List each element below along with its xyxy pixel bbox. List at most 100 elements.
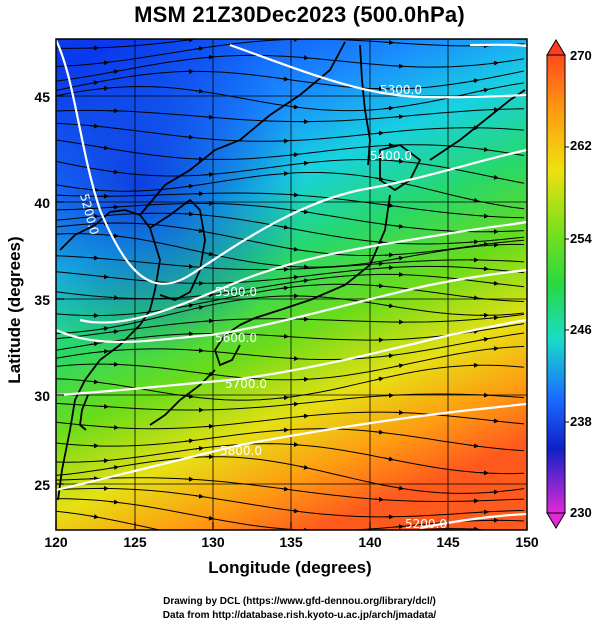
streamline-arrow: [299, 55, 309, 61]
streamline-arrow: [394, 158, 404, 164]
y-tick-label: 45: [34, 89, 50, 105]
streamline-arrow: [89, 341, 99, 347]
streamline-arrow: [489, 60, 499, 66]
streamline-arrow: [394, 524, 404, 530]
streamline: [56, 428, 525, 452]
streamline-arrow: [469, 295, 479, 301]
streamline: [56, 139, 525, 160]
streamline-arrow: [384, 353, 394, 359]
colorbar: [546, 39, 569, 529]
colorbar-top-arrow: [546, 39, 566, 56]
streamline-arrow: [194, 348, 204, 353]
x-axis-label: Longitude (degrees): [208, 558, 372, 577]
coastlines: [57, 41, 526, 501]
streamline: [56, 172, 525, 210]
streamline-arrow: [194, 305, 204, 311]
streamline: [56, 283, 525, 317]
streamline-arrow: [469, 443, 479, 449]
contour-label: 5500.0: [215, 285, 257, 299]
y-tick-label: 25: [34, 477, 50, 493]
streamline-arrow: [469, 239, 479, 245]
streamline-arrow: [374, 429, 384, 435]
streamline-arrow: [279, 395, 289, 401]
streamline-arrow: [109, 465, 119, 471]
streamline-arrow: [384, 265, 394, 271]
streamline-arrow: [109, 295, 119, 301]
streamline-arrow: [109, 69, 119, 75]
streamline-arrow: [489, 489, 499, 495]
streamline-arrow: [469, 197, 479, 203]
streamline-arrow: [374, 283, 384, 289]
streamline: [56, 255, 525, 271]
streamline-arrow: [394, 114, 404, 120]
coast-korea: [149, 198, 206, 301]
streamline-arrow: [394, 363, 404, 369]
coast-taiwan: [79, 394, 89, 431]
streamline-arrow: [479, 213, 489, 219]
x-tick-label: 125: [123, 534, 147, 550]
streamline-arrow: [479, 87, 489, 93]
streamline-arrow: [204, 515, 214, 521]
colorbar-tick-label: 238: [570, 414, 592, 429]
streamline-arrow: [194, 446, 204, 451]
streamline-arrow: [394, 223, 404, 229]
height-contours: [56, 39, 527, 530]
streamline-arrow: [99, 85, 109, 91]
streamline-arrow: [204, 423, 214, 429]
streamline: [56, 54, 525, 82]
x-tick-label: 135: [279, 534, 303, 550]
streamline-arrow: [204, 251, 214, 257]
streamline-arrow: [184, 438, 194, 444]
streamline-arrow: [279, 224, 289, 230]
streamline-arrow: [184, 476, 194, 482]
streamline-arrow: [374, 176, 384, 182]
streamline-arrow: [99, 326, 109, 332]
contour-label: 5300.0: [380, 83, 422, 97]
map-figure: 5300.0 5400.0 5500.0 5600.0 5700.0 5800.…: [55, 38, 569, 531]
streamline: [56, 159, 525, 184]
streamline-arrow: [479, 509, 489, 515]
streamline-arrow: [109, 424, 119, 430]
streamline-arrow: [184, 263, 194, 269]
colorbar-scale: [546, 54, 566, 514]
streamline-arrow: [374, 261, 384, 267]
streamline-arrow: [489, 280, 499, 286]
streamline-arrow: [89, 214, 99, 220]
colorbar-tick-label: 270: [570, 48, 592, 63]
coast-ryukyu: [149, 369, 216, 426]
coast-kurils: [429, 89, 526, 161]
streamline-arrow: [184, 303, 194, 308]
streamline-arrow: [374, 130, 384, 136]
streamline-arrow: [194, 228, 204, 234]
y-tick-label: 35: [34, 292, 50, 308]
y-tick-label: 30: [34, 388, 50, 404]
streamline-arrow: [89, 255, 99, 261]
streamline-arrow: [109, 204, 119, 210]
colorbar-tick-label: 246: [570, 322, 592, 337]
streamline-arrow: [184, 183, 194, 189]
streamline-arrow: [99, 145, 109, 151]
colorbar-tick-label: 230: [570, 505, 592, 520]
x-tick-label: 140: [358, 534, 382, 550]
streamline: [56, 456, 525, 494]
streamline-arrow: [89, 514, 99, 520]
streamline-arrow: [299, 413, 309, 419]
temperature-shading: [56, 39, 527, 530]
contour-line: [79, 220, 527, 324]
streamline-arrow: [384, 456, 394, 462]
streamline: [56, 332, 525, 360]
streamline: [56, 233, 525, 268]
streamline-arrow: [109, 169, 119, 175]
contour-label: 5200.0: [405, 517, 447, 531]
streamline-arrow: [384, 39, 394, 45]
streamline: [56, 202, 525, 233]
streamline-arrow: [394, 485, 404, 491]
streamline: [56, 108, 525, 123]
x-tick-label: 145: [436, 534, 460, 550]
streamline-arrow: [469, 78, 479, 84]
credit-line-drawing: Drawing by DCL (https://www.gfd-dennou.o…: [163, 596, 436, 607]
streamline-arrow: [299, 464, 309, 470]
contour-label: 5400.0: [370, 149, 412, 163]
streamline: [56, 411, 525, 430]
streamline-arrow: [279, 333, 289, 339]
